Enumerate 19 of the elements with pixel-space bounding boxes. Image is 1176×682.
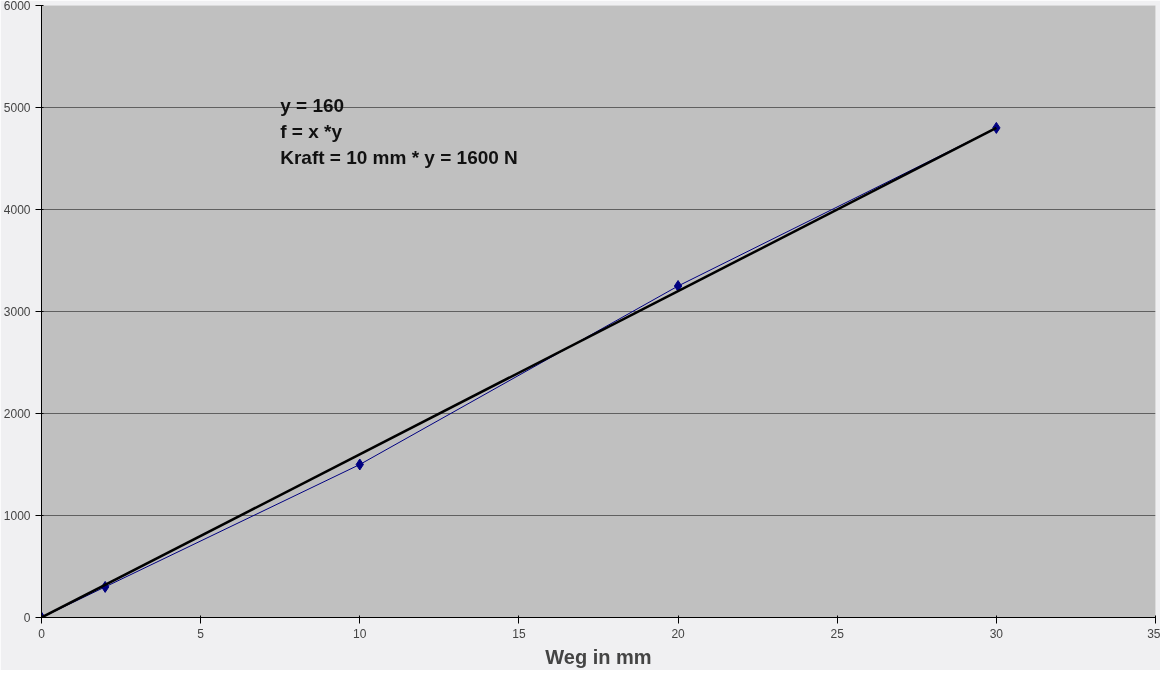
annotation: Kraft = 10 mm * y = 1600 N	[280, 147, 518, 169]
x-tick-label: 30	[989, 626, 1004, 641]
x-tick-label: 10	[353, 626, 367, 641]
x-tick-label: 35	[1147, 626, 1161, 641]
y-tick-label: 5000	[3, 101, 31, 115]
annotation: y = 160	[280, 94, 345, 116]
y-tick-label: 6000	[3, 0, 31, 13]
y-tick-label: 4000	[3, 203, 31, 217]
x-tick-label: 25	[830, 626, 845, 641]
y-tick-label: 1000	[3, 509, 31, 523]
y-tick-label: 3000	[3, 305, 31, 319]
x-axis-title: Weg in mm	[545, 645, 652, 668]
x-tick-label: 0	[38, 626, 46, 641]
annotation: f = x *y	[280, 120, 343, 142]
x-tick-label: 5	[197, 626, 205, 641]
y-tick-label: 2000	[3, 407, 31, 421]
x-tick-label: 20	[671, 626, 686, 641]
x-tick-label: 15	[512, 626, 526, 641]
y-tick-label: 0	[23, 611, 31, 625]
